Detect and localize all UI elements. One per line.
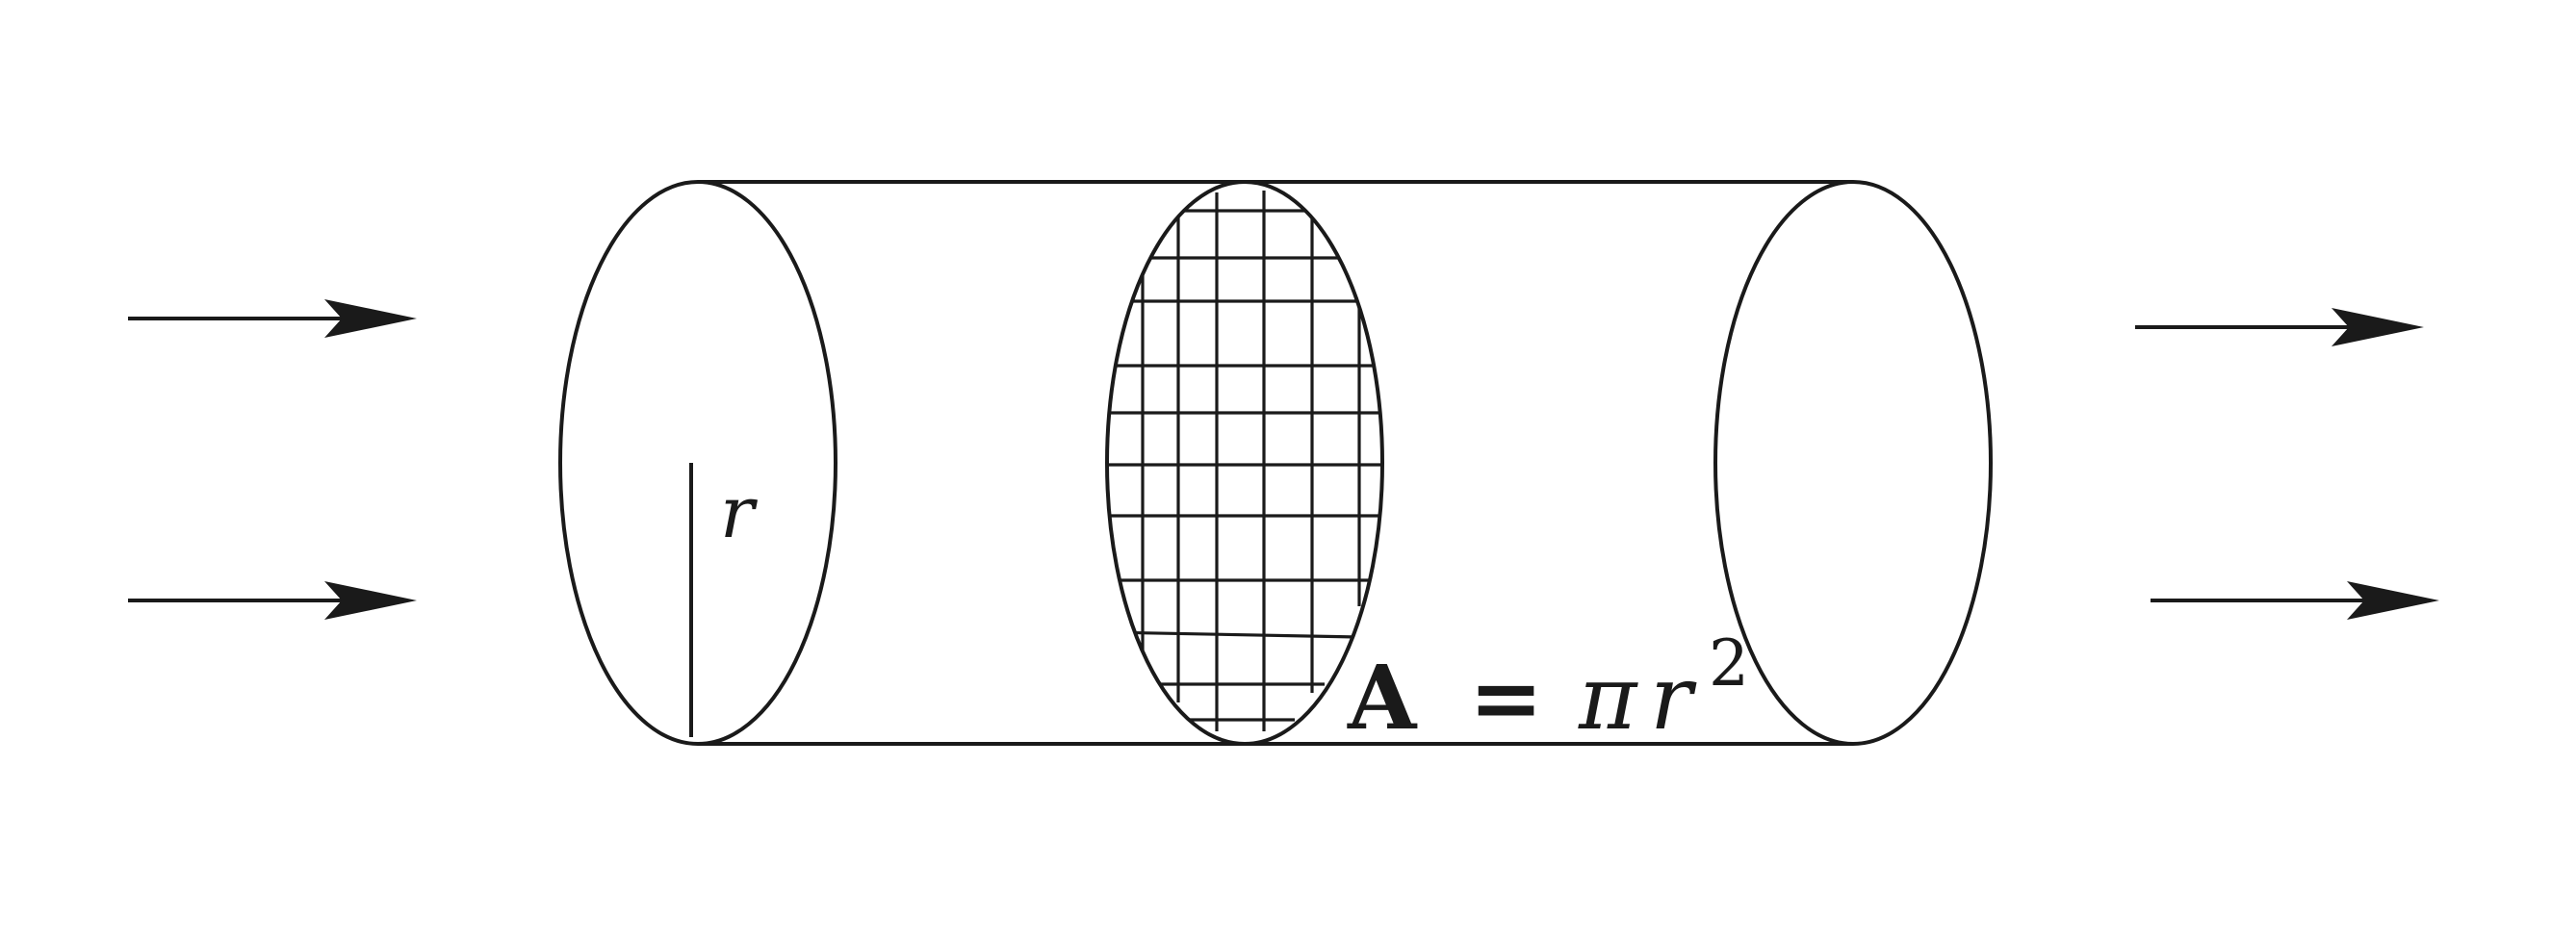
inflow-arrow-top — [128, 299, 417, 338]
radius-label: r — [720, 472, 759, 554]
area-formula-lhs: A — [1347, 646, 1418, 750]
area-formula-pi: π — [1578, 647, 1638, 750]
area-formula-r: r — [1650, 647, 1697, 750]
cross-section-ellipse — [1105, 180, 1384, 746]
area-formula-exponent: 2 — [1709, 626, 1749, 701]
inflow-arrow-bottom — [128, 581, 417, 620]
left-end-ellipse — [558, 180, 837, 746]
area-formula-equals: = — [1469, 646, 1543, 750]
area-formula: A = π r 2 — [1347, 626, 1749, 750]
right-end-ellipse — [1713, 180, 1993, 746]
cross-section-grid — [1107, 191, 1382, 731]
outflow-arrow-bottom — [2151, 581, 2439, 620]
outflow-arrow-top — [2135, 308, 2424, 346]
